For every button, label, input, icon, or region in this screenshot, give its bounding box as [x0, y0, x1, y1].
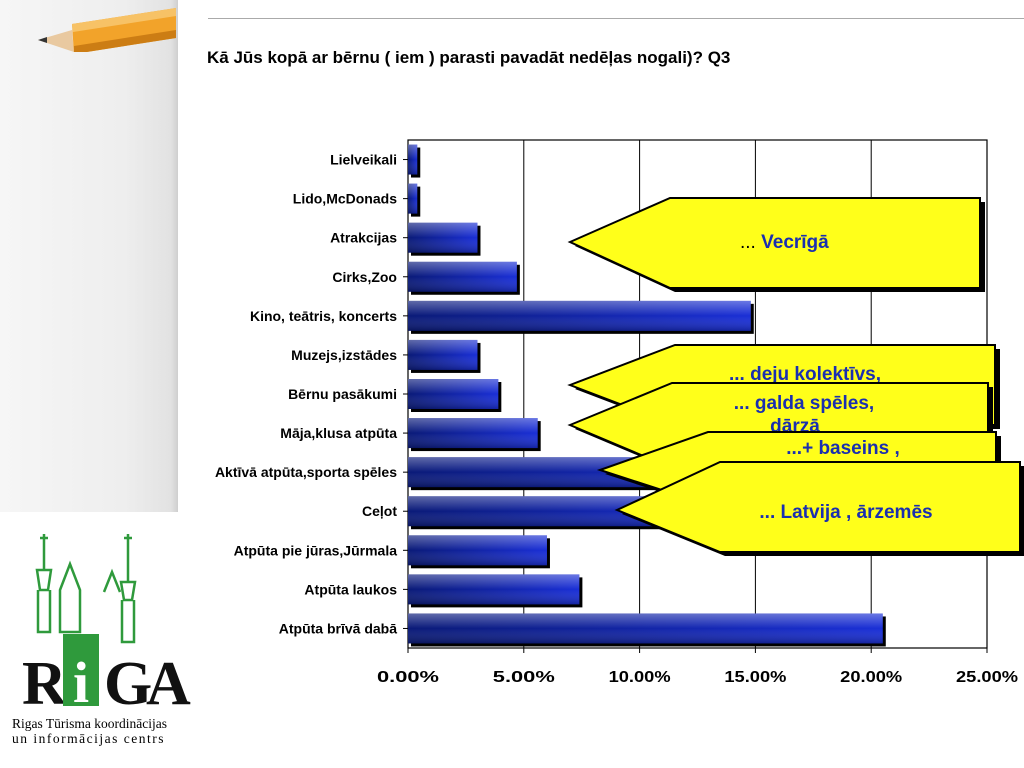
- logo-letter-r: R: [22, 650, 68, 712]
- category-label: Lielveikali: [330, 152, 397, 168]
- bar-shine: [408, 613, 883, 644]
- bar-shine: [408, 261, 517, 292]
- bar-shine: [408, 183, 418, 214]
- callout-box-latvija: [614, 461, 1021, 553]
- category-label: Atrakcijas: [330, 230, 397, 246]
- bar-shine: [408, 144, 418, 175]
- logo-letter-g: G: [104, 650, 152, 712]
- callout-vecriga: ... Vecrīgā: [740, 232, 829, 253]
- slide-title: Kā Jūs kopā ar bērnu ( iem ) parasti pav…: [207, 48, 731, 67]
- bar-shine: [408, 300, 751, 331]
- category-label: Lido,McDonads: [293, 191, 397, 207]
- category-label: Cirks,Zoo: [332, 269, 397, 285]
- bar-shine: [408, 574, 580, 605]
- x-tick-label: 25.00%: [956, 669, 1018, 686]
- category-label: Bērnu pasākumi: [288, 386, 397, 402]
- callout-deju-text: ... deju kolektīvs,: [729, 364, 881, 385]
- bar-shine: [408, 535, 547, 566]
- logo-letter-i: i: [73, 650, 89, 712]
- category-label: Atpūta laukos: [304, 581, 397, 597]
- riga-logo: R G A i Rigas Tūrisma koordinācijas un i…: [0, 512, 200, 768]
- bar-shine: [408, 339, 478, 370]
- logo-caption-line1: Rigas Tūrisma koordinācijas: [12, 716, 167, 731]
- callout-galda-text: ... galda spēles,: [734, 393, 874, 414]
- category-label: Muzejs,izstādes: [291, 347, 397, 363]
- bar-shine: [408, 379, 499, 409]
- x-tick-label: 20.00%: [840, 669, 902, 686]
- top-divider: [208, 18, 1024, 19]
- category-label: Māja,klusa atpūta: [280, 425, 397, 441]
- x-tick-label: 5.00%: [493, 669, 555, 686]
- x-tick-label: 0.00%: [377, 669, 439, 686]
- logo-caption-line2: un informācijas centrs: [12, 731, 165, 746]
- callout-latvija-text: ... Latvija , ārzemēs: [759, 502, 932, 523]
- x-tick-label: 10.00%: [609, 669, 671, 686]
- category-label: Aktīvā atpūta,sporta spēles: [215, 464, 397, 480]
- category-label: Atpūta brīvā dabā: [279, 620, 397, 636]
- pencil-icon: [38, 8, 176, 52]
- callout-baseins-text: ...+ baseins ,: [786, 438, 900, 459]
- category-label: Atpūta pie jūras,Jūrmala: [234, 542, 398, 558]
- x-tick-label: 15.00%: [724, 669, 786, 686]
- bar-shine: [408, 222, 478, 253]
- callout-box-vecriga: [567, 197, 981, 289]
- category-label: Kino, teātris, koncerts: [250, 308, 397, 324]
- category-label: Ceļot: [362, 503, 397, 519]
- logo-letter-a: A: [146, 650, 191, 712]
- bar-shine: [408, 418, 538, 449]
- riga-logo-graphic: R G A i: [22, 534, 191, 718]
